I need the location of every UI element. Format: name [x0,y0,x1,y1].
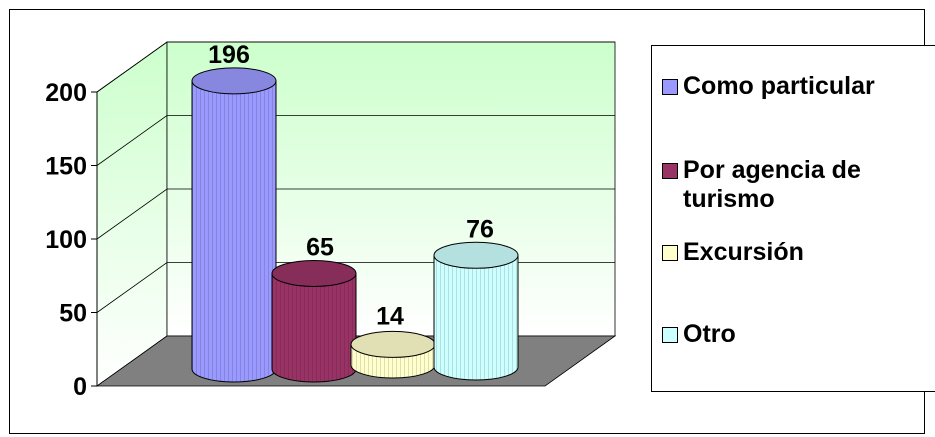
legend-item-como-particular: Como particular [662,72,933,101]
legend-label: Excursión [683,238,804,266]
legend-swatch [662,327,678,343]
legend-swatch [662,245,678,261]
legend-item-excursion: Excursión [662,238,933,267]
legend-item-otro: Otro [662,320,933,349]
legend-swatch [662,163,678,179]
bar-top [271,259,357,287]
data-label: 196 [208,41,250,69]
bar [350,330,436,379]
gridline [96,41,615,93]
y-tick-label: 150 [45,153,87,181]
legend-label: Por agencia de turismo [683,156,861,213]
bar [191,67,277,383]
y-tick-label: 0 [73,373,87,401]
bar-texture [192,80,276,382]
legend-label: Como particular [683,72,875,100]
data-label: 65 [306,233,334,261]
gridline [96,115,615,166]
y-tick-label: 100 [45,226,87,254]
bar [433,241,519,381]
legend-swatch [662,79,678,95]
gridline [96,188,615,240]
data-label: 76 [466,215,494,243]
bar-top [433,241,519,269]
bar-top [191,67,277,95]
legend: Como particular Por agencia de turismo E… [651,45,935,392]
y-tick-label: 200 [45,79,87,107]
bar [271,259,357,383]
legend-item-por-agencia: Por agencia de turismo [662,156,933,214]
data-label: 14 [376,302,404,330]
bar-top [350,330,436,358]
y-tick-label: 50 [59,300,87,328]
bar-texture [434,255,518,380]
legend-label: Otro [683,320,736,348]
bar-texture [272,273,356,382]
